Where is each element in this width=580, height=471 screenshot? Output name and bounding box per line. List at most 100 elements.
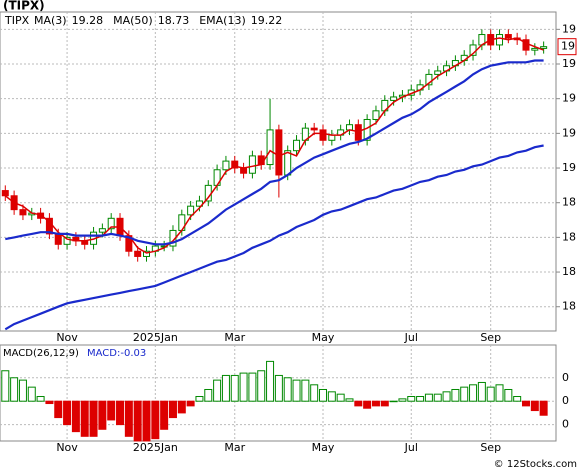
macd-bar [142,400,151,442]
macd-panel [0,344,557,442]
macd-bar [539,400,548,416]
candle-body [19,209,27,216]
macd-bar [513,396,522,402]
legend-value: 19.28 [72,14,104,27]
candle-body [284,150,292,176]
candle-body [390,96,398,101]
macd-bar [389,400,398,403]
macd-bar [301,379,310,402]
legend-value: 19.22 [251,14,283,27]
candle-body [63,236,71,245]
macd-bar [310,384,319,402]
macd-bar [89,400,98,437]
last-price-label: 19 [561,40,575,53]
x-tick-label: Nov [56,331,78,344]
macd-bar [195,396,204,402]
x-tick-label: Nov [56,441,78,454]
macd-bar [168,400,177,419]
macd-bar [239,372,248,402]
macd-bar [292,379,301,402]
candle-body [540,46,548,49]
macd-bar [10,377,19,402]
y-tick-label: 19 [562,161,576,174]
ma-line [4,144,544,331]
ma-line [5,59,544,246]
macd-bar [521,400,530,407]
candle-body [248,155,256,174]
macd-bar [1,370,10,402]
macd-bar [124,400,133,437]
macd-bar [319,388,328,402]
macd-bar [18,379,27,402]
macd-bar [336,393,345,402]
macd-bar [80,400,89,437]
macd-bar [371,400,380,407]
macd-bar [495,384,504,402]
macd-bar [283,377,292,402]
candle-body [504,34,512,39]
macd-bar [177,400,186,414]
candle-body [275,129,283,176]
macd-bar [398,398,407,402]
macd-bar [477,381,486,402]
macd-bar [257,370,266,402]
macd-bar [248,372,257,402]
macd-bar [433,393,442,402]
candle-body [266,129,274,166]
y-tick-label: 0 [562,418,569,431]
y-tick-label: 18 [562,196,576,209]
macd-bar [71,400,80,433]
macd-bar [63,400,72,426]
candle-body [354,124,362,141]
macd-bar [221,374,230,402]
macd-bar [416,396,425,402]
x-tick-label: Sep [480,331,501,344]
candle-body [293,139,301,152]
macd-bar [107,400,116,421]
macd-bar [98,400,107,430]
macd-bar [345,398,354,402]
x-tick-label: Mar [224,331,245,344]
macd-bar [486,386,495,402]
legend-name: EMA(13) [199,14,246,27]
candle-body [222,160,230,171]
macd-bar [504,388,513,402]
macd-bar [530,400,539,412]
legend-name: MA(50) [113,14,153,27]
ma-line [4,37,544,254]
candle-body [231,160,239,169]
macd-bar [54,400,63,419]
candle-body [328,134,336,141]
macd-label: MACD(26,12,9) [3,348,79,359]
macd-bar [36,396,45,402]
legend-value: 18.73 [158,14,190,27]
macd-bar [151,400,160,440]
x-tick-label: Sep [480,441,501,454]
candle-body [372,110,380,120]
y-tick-label: 0 [562,394,569,407]
macd-value: MACD:-0.03 [87,348,146,359]
macd-bar [469,384,478,402]
x-tick-label: May [312,441,335,454]
symbol-label: TIPX [4,14,30,27]
macd-bar [363,400,372,409]
y-tick-label: 18 [562,230,576,243]
chart-title: (TIPX) [3,0,45,13]
x-tick-label: Jul [404,441,418,454]
macd-bar [327,391,336,402]
macd-bar [424,393,433,402]
candle-body [54,233,62,245]
candle-body [240,167,248,174]
candle-body [425,73,433,86]
candle-body [434,70,442,75]
candle-body [319,129,327,141]
x-tick-label: 2025Jan [133,331,178,344]
x-tick-label: Jul [404,331,418,344]
y-tick-label: 19 [562,126,576,139]
candle-body [134,250,142,257]
y-tick-label: 19 [562,22,576,35]
macd-bar [160,400,169,430]
macd-bar [442,391,451,402]
y-tick-label: 18 [562,265,576,278]
